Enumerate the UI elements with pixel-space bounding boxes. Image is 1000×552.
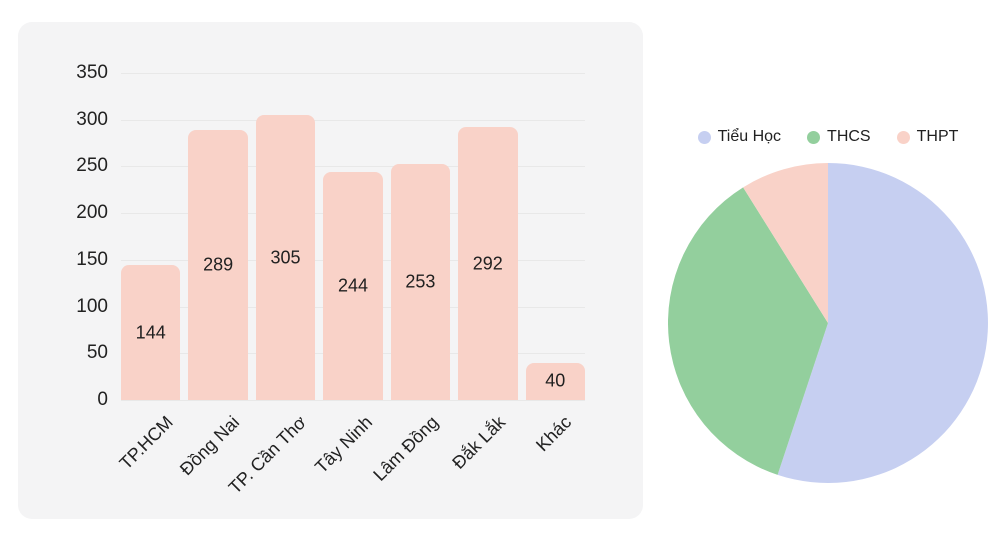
bar-TP.HCM[interactable]: 144	[121, 265, 181, 400]
bar-value-label: 253	[405, 271, 436, 292]
legend-item-Tiểu Học[interactable]: Tiểu Học	[697, 128, 782, 146]
x-tick-label: Lâm Đồng	[369, 412, 443, 485]
pie-legend: Tiểu Học THCS THPT	[668, 128, 988, 146]
x-tick-label: Đồng Nai	[176, 412, 244, 480]
gridline	[121, 400, 585, 401]
bar-TP. Cần Thơ[interactable]: 305	[255, 115, 316, 400]
bar-Khác[interactable]: 40	[525, 362, 585, 400]
bar-Lâm Đồng[interactable]: 253	[390, 163, 451, 400]
bar-chart-panel: 144 289 305 244 253 292 40 350 300 250 200 150 100 5…	[18, 22, 643, 519]
pie-slice-THCS[interactable]	[668, 187, 828, 475]
x-tick-label: Tây Ninh	[311, 412, 377, 478]
legend-item-THCS[interactable]: THCS	[807, 128, 871, 146]
y-tick-label: 300	[76, 108, 108, 130]
x-tick-label: Đắk Lắk	[447, 412, 509, 473]
bar-value-label: 40	[545, 370, 566, 391]
y-tick-label: 100	[76, 295, 108, 317]
y-tick-label: 350	[76, 62, 108, 83]
bar-Đồng Nai[interactable]: 289	[188, 130, 248, 400]
gridline	[121, 119, 585, 121]
legend-item-THPT[interactable]: THPT	[896, 128, 959, 146]
bars: 144 289 305 244 253 292 40	[121, 73, 585, 400]
legend-label: THCS	[827, 128, 871, 145]
bar-Đắk Lắk[interactable]: 292	[458, 127, 518, 400]
bar-Tây Ninh[interactable]: 244	[323, 172, 383, 400]
bar-value-label: 305	[270, 247, 301, 268]
pie-chart	[668, 163, 988, 483]
gridline	[121, 73, 585, 74]
legend-swatch-icon	[807, 130, 821, 144]
bar-value-label: 289	[203, 254, 234, 275]
pie-slice-THPT[interactable]	[743, 163, 828, 323]
bar-value-label: 292	[472, 253, 503, 274]
legend-swatch-icon	[697, 130, 711, 144]
x-tick-label: Khác	[531, 412, 575, 456]
y-tick-label: 200	[76, 202, 108, 224]
gridline	[121, 166, 585, 168]
y-tick-label: 250	[76, 155, 108, 177]
pie-slice-Tiểu Học[interactable]	[777, 163, 988, 483]
x-tick-label: TP.HCM	[115, 412, 178, 474]
bar-value-label: 144	[135, 322, 166, 343]
y-tick-label: 0	[97, 389, 108, 410]
legend-label: Tiểu Học	[717, 128, 782, 145]
y-tick-label: 50	[86, 342, 108, 364]
bar-chart-plot: 144 289 305 244 253 292 40	[121, 73, 585, 401]
bar-value-label: 244	[337, 275, 368, 296]
y-tick-label: 150	[76, 248, 108, 270]
legend-swatch-icon	[896, 130, 910, 144]
legend-label: THPT	[916, 128, 959, 145]
